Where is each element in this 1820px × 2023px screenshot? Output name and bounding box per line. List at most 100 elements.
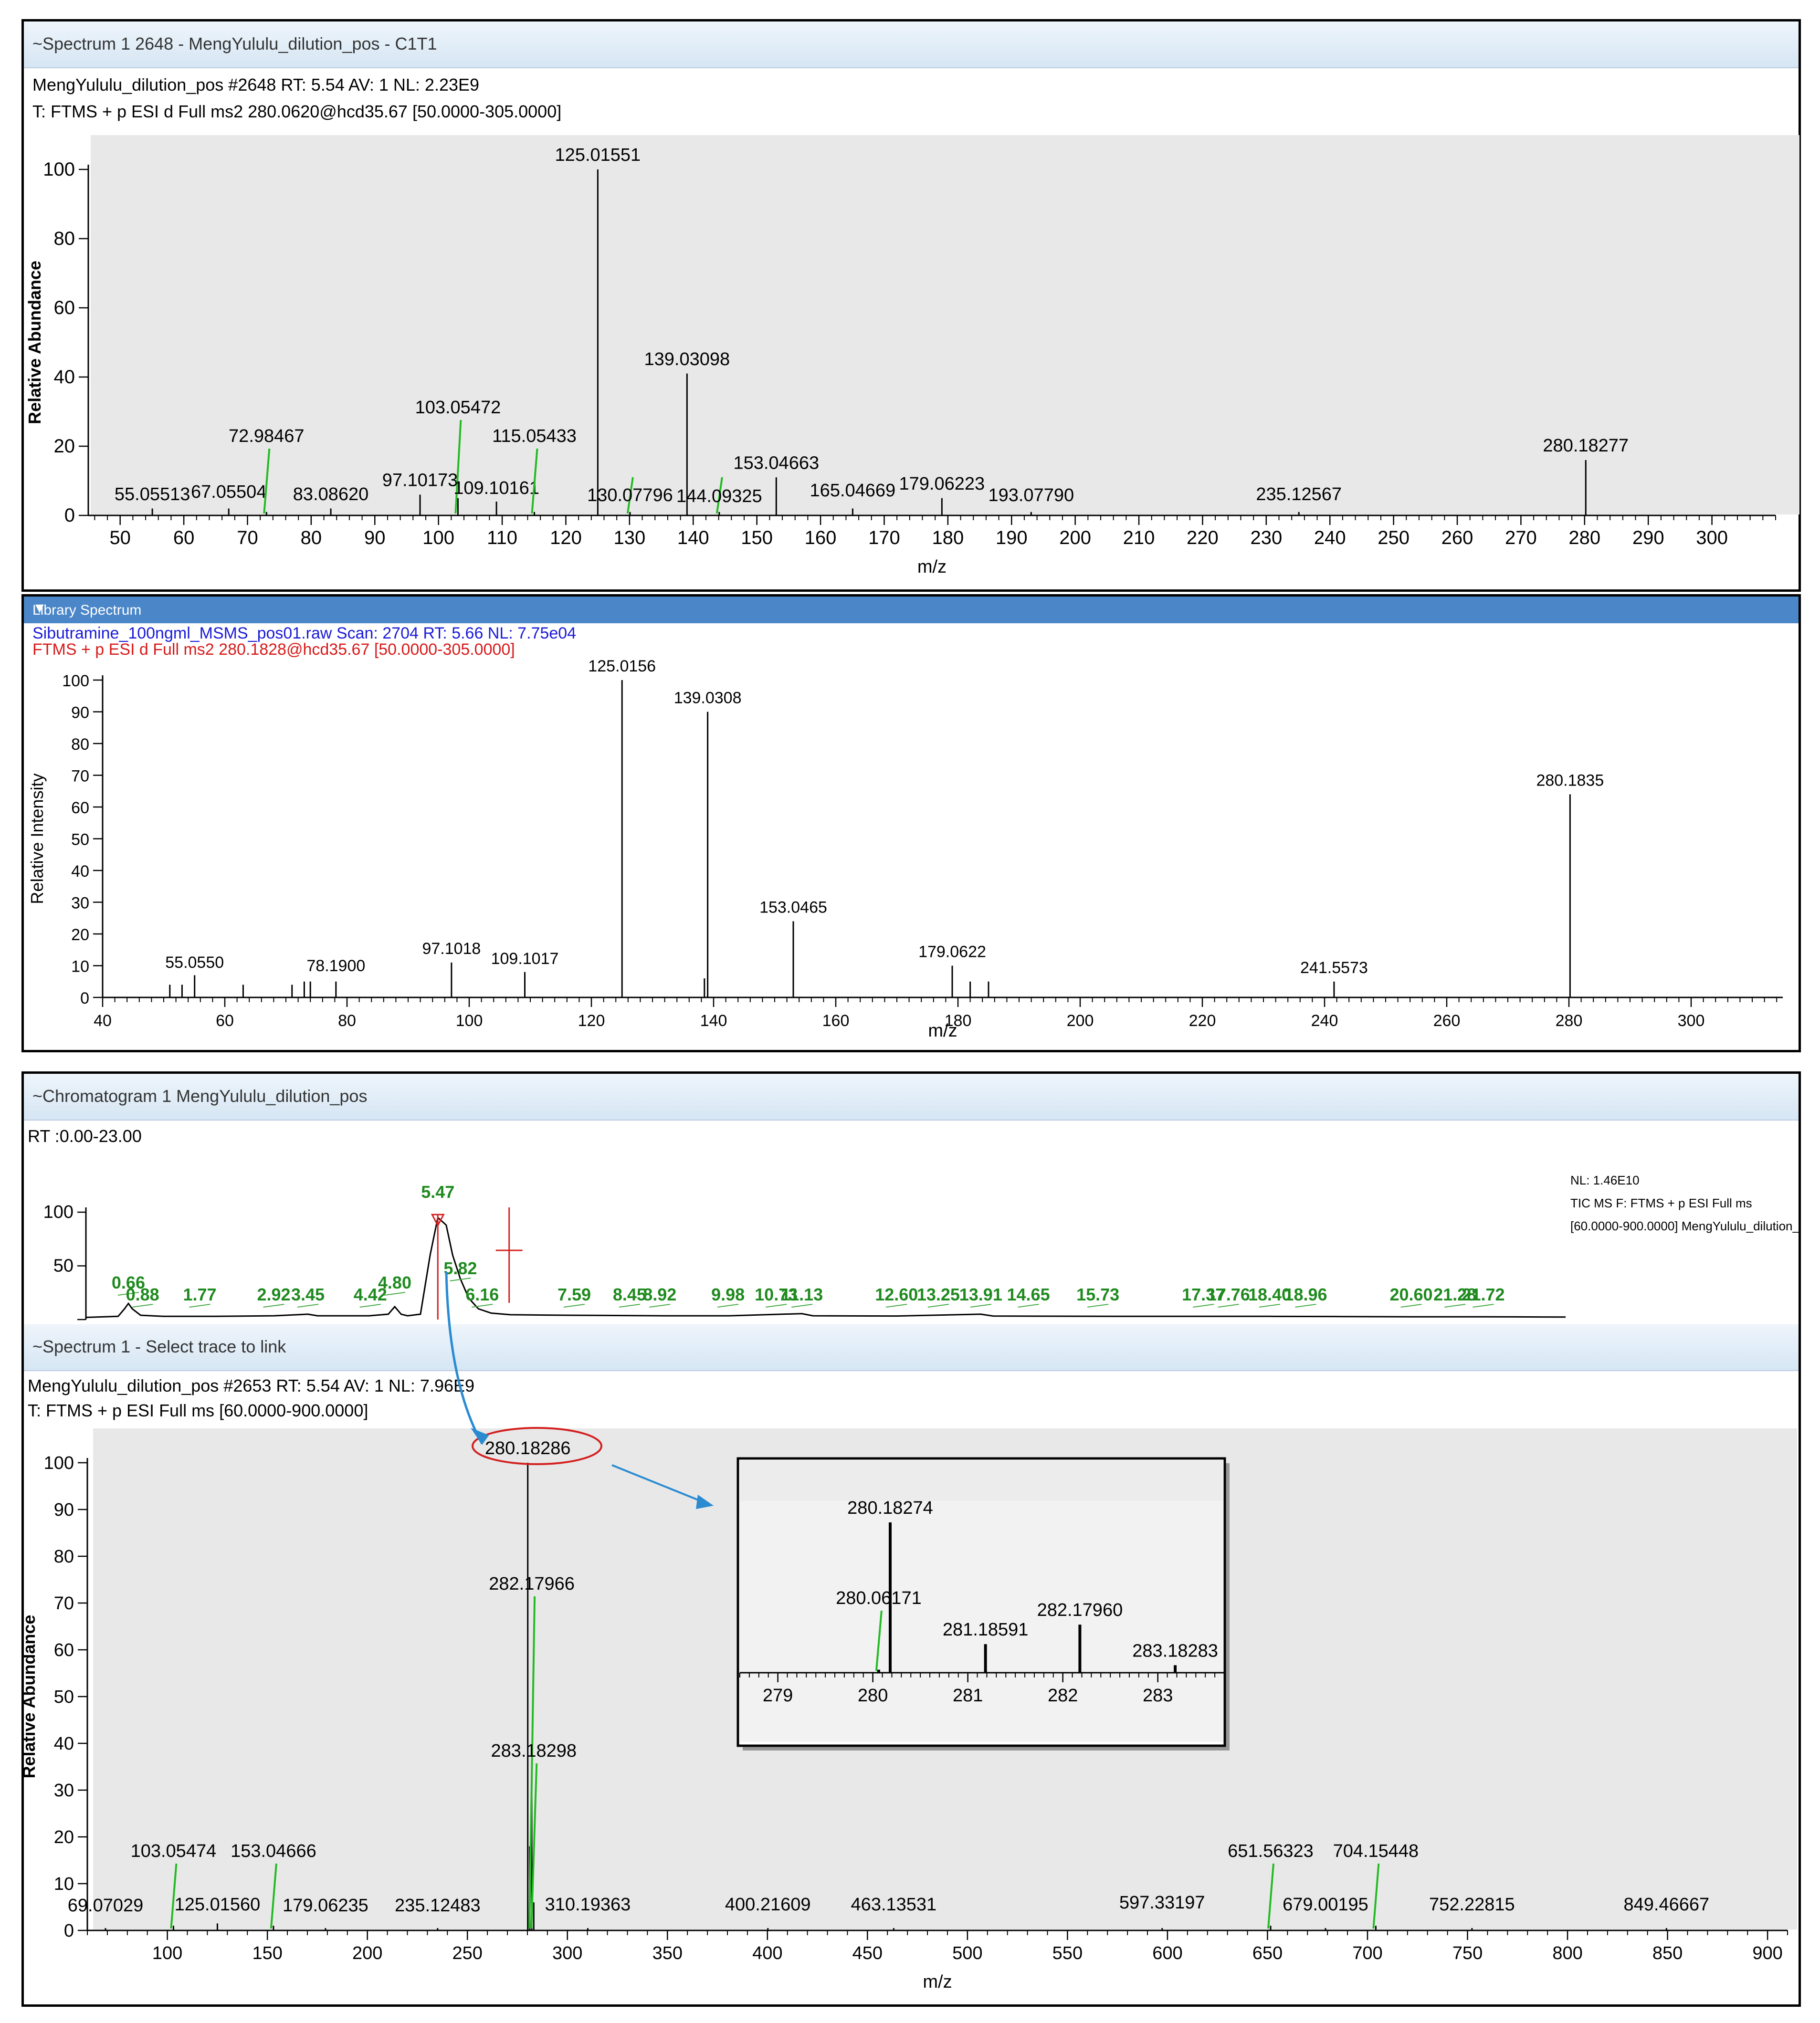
x-tick-label: 80 xyxy=(338,1012,356,1030)
x-tick-label: 240 xyxy=(1314,527,1346,548)
rt-label-tick xyxy=(132,1304,153,1308)
nl-line1: NL: 1.46E10 xyxy=(1570,1173,1640,1187)
x-axis-label: m/z xyxy=(917,557,947,577)
peak-label: 115.05433 xyxy=(492,426,577,446)
full-ms-title-bar[interactable]: ~Spectrum 1 - Select trace to link xyxy=(24,1324,1799,1371)
x-tick-label: 190 xyxy=(996,527,1028,548)
full-ms-chart: 100 150 200 250 300 350 400 450 500 550 600 650 700 7… xyxy=(19,1438,1788,1992)
rt-peak-label: 0.66 xyxy=(112,1273,145,1292)
y-tick-label: 90 xyxy=(54,1500,74,1520)
x-tick-label: 270 xyxy=(1505,527,1537,548)
library-header-line1: Sibutramine_100ngml_MSMS_pos01.raw Scan:… xyxy=(32,624,577,642)
full-ms-header-line2: T: FTMS + p ESI Full ms [60.0000-900.000… xyxy=(28,1401,368,1420)
x-tick-label: 280 xyxy=(1568,527,1600,548)
annotations xyxy=(445,1271,714,1509)
ms2-title-bar[interactable]: ~Spectrum 1 2648 - MengYululu_dilution_p… xyxy=(24,21,1799,68)
x-tick-label: 250 xyxy=(1378,527,1410,548)
rt-label-tick xyxy=(263,1304,284,1308)
x-tick-label: 750 xyxy=(1452,1943,1483,1963)
x-tick-label: 600 xyxy=(1152,1943,1182,1963)
peak-link-line xyxy=(528,1596,536,1929)
rt-label-tick xyxy=(970,1304,991,1308)
peak-label: 463.13531 xyxy=(851,1895,937,1915)
peak-label: 752.22815 xyxy=(1429,1895,1515,1915)
peak-label: 704.15448 xyxy=(1333,1841,1419,1861)
x-tick-label: 180 xyxy=(932,527,964,548)
x-tick-label: 283 xyxy=(1143,1686,1173,1706)
ms2-header-line1: MengYululu_dilution_pos #2648 RT: 5.54 A… xyxy=(32,75,480,94)
y-axis-label: Relative Abundance xyxy=(19,1615,39,1779)
library-title: Library Spectrum xyxy=(32,602,142,618)
x-tick-label: 200 xyxy=(1067,1012,1094,1030)
x-tick-label: 160 xyxy=(822,1012,850,1030)
peak-label: 280.06171 xyxy=(836,1588,922,1608)
peak-label: 280.18274 xyxy=(847,1498,933,1518)
chromatogram-panel: ~Chromatogram 1 MengYululu_dilution_pos … xyxy=(21,1071,1801,1324)
ms2-title: ~Spectrum 1 2648 - MengYululu_dilution_p… xyxy=(32,34,437,53)
x-axis-label: m/z xyxy=(923,1972,952,1992)
x-tick-label: 40 xyxy=(94,1012,112,1030)
rt-peak-label: 2.92 xyxy=(257,1285,291,1304)
x-tick-label: 230 xyxy=(1250,527,1282,548)
peak-label: 97.1018 xyxy=(422,940,481,958)
rt-label-tick xyxy=(1295,1304,1316,1308)
x-tick-label: 900 xyxy=(1752,1943,1782,1963)
rt-peak-label: 3.45 xyxy=(291,1285,325,1304)
rt-label-tick xyxy=(1444,1304,1466,1308)
x-tick-label: 400 xyxy=(752,1943,782,1963)
x-tick-label: 140 xyxy=(700,1012,727,1030)
collapse-chevron-icon[interactable]: ▼ xyxy=(32,600,47,616)
x-tick-label: 700 xyxy=(1352,1943,1382,1963)
x-tick-label: 120 xyxy=(578,1012,605,1030)
x-tick-label: 50 xyxy=(109,527,131,548)
x-tick-label: 250 xyxy=(452,1943,483,1963)
inset-header-strip xyxy=(740,1460,1223,1501)
nl-line2: TIC MS F: FTMS + p ESI Full ms xyxy=(1570,1196,1752,1210)
rt-peak-label: 9.98 xyxy=(711,1285,745,1304)
rt-label-tick xyxy=(1400,1304,1422,1308)
peak-label: 139.0308 xyxy=(674,689,742,707)
x-tick-label: 100 xyxy=(152,1943,182,1963)
chromatogram-title-bar[interactable]: ~Chromatogram 1 MengYululu_dilution_pos xyxy=(24,1074,1799,1121)
x-tick-label: 350 xyxy=(652,1943,683,1963)
library-title-bar[interactable]: Library Spectrum ▼ xyxy=(24,597,1799,623)
rt-label-tick xyxy=(766,1304,787,1308)
rt-label-tick xyxy=(472,1304,493,1308)
peak-label: 283.18298 xyxy=(491,1741,577,1761)
y-tick-label: 70 xyxy=(54,1593,74,1614)
peak-label: 165.04669 xyxy=(810,481,896,501)
rt-label-tick xyxy=(1018,1304,1039,1308)
peak-link-line xyxy=(454,419,462,514)
chromatogram-title: ~Chromatogram 1 MengYululu_dilution_pos xyxy=(32,1086,368,1106)
rt-peak-label: 11.13 xyxy=(781,1285,823,1304)
x-tick-label: 279 xyxy=(763,1686,793,1706)
peak-label: 282.17960 xyxy=(1037,1600,1123,1620)
x-axis-label: m/z xyxy=(928,1021,957,1041)
inset-chart: 279 280 281 282 283 280.06171 280.18274 281.185… xyxy=(736,1457,1230,1750)
rt-peak-label: 18.96 xyxy=(1284,1285,1327,1304)
peak-label: 849.46667 xyxy=(1624,1895,1710,1915)
x-tick-label: 210 xyxy=(1123,527,1155,548)
x-tick-label: 280 xyxy=(858,1686,888,1706)
y-tick-label: 10 xyxy=(54,1874,74,1894)
rt-label-tick xyxy=(927,1304,949,1308)
peak-label: 130.07796 xyxy=(587,485,673,505)
tic-chart: 50 100 0.660.88 1.77 2.92 3.45 4.424.80 5.47 5.8… xyxy=(43,1182,1566,1321)
zoom-arrowhead-icon xyxy=(696,1495,714,1509)
y-tick-label: 60 xyxy=(71,799,89,817)
highlight-ellipse xyxy=(472,1427,602,1465)
x-tick-label: 220 xyxy=(1187,527,1219,548)
rt-label-tick xyxy=(886,1304,907,1308)
rt-label-tick xyxy=(619,1304,641,1308)
x-tick-label: 240 xyxy=(1311,1012,1338,1030)
link-arrow-line xyxy=(445,1271,484,1445)
rt-peak-label: 7.59 xyxy=(558,1285,591,1304)
y-tick-label: 50 xyxy=(71,831,89,849)
x-tick-label: 282 xyxy=(1048,1686,1078,1706)
peak-label: 125.01551 xyxy=(555,145,641,165)
peak-label: 125.01560 xyxy=(175,1895,261,1915)
peak-label: 281.18591 xyxy=(943,1620,1029,1640)
y-tick-label: 90 xyxy=(71,704,89,722)
x-tick-label: 290 xyxy=(1632,527,1664,548)
peak-label: 283.18283 xyxy=(1132,1641,1218,1661)
